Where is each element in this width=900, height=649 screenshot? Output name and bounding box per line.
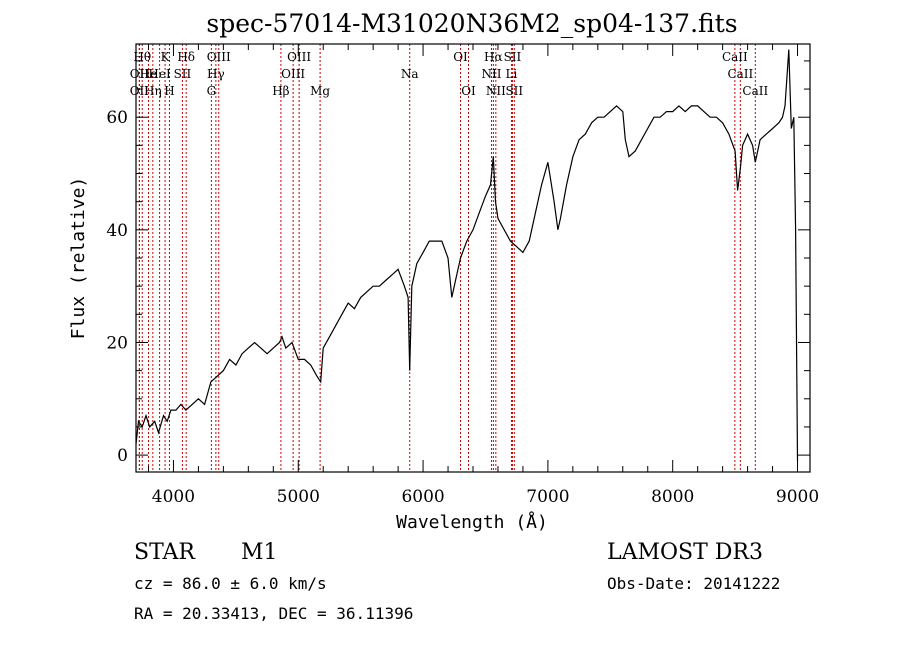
survey-name: LAMOST DR3 <box>607 540 763 565</box>
x-tick-label: 8000 <box>651 487 694 507</box>
x-tick-label: 7000 <box>526 487 569 507</box>
spectral-line-label: NII <box>481 67 501 81</box>
spectral-line-label: Mg <box>310 84 330 98</box>
spectral-line-label: Hη <box>144 84 162 98</box>
redshift-readout: cz = 86.0 ± 6.0 km/s <box>134 574 327 593</box>
chart-title: spec-57014-M31020N36M2_sp04-137.fits <box>206 9 737 38</box>
spectral-line-labels: HθOIIOIIHeHηHeIKHSIIHδGHγOIIIHβOIIIOIIIM… <box>130 50 769 98</box>
y-tick-label: 20 <box>106 333 128 353</box>
coordinates-readout: RA = 20.33413, DEC = 36.11396 <box>134 604 413 623</box>
spectral-line-label: Hβ <box>272 84 289 98</box>
spectral-line-markers <box>138 44 756 472</box>
spectral-line-label: CaII <box>722 50 748 64</box>
spectral-line-label: OIII <box>207 50 231 64</box>
spectral-line-label: SII <box>504 50 522 64</box>
spectral-line-label: NII <box>486 84 506 98</box>
spectral-line-label: CaII <box>727 67 753 81</box>
y-tick-label: 40 <box>106 221 128 241</box>
spectral-line-label: Li <box>506 67 518 81</box>
plot-frame <box>135 43 811 473</box>
spectral-line-label: OIII <box>287 50 311 64</box>
y-tick-label: 0 <box>117 446 128 466</box>
spectral-line-label: OI <box>461 84 476 98</box>
spectral-line-label: OII <box>130 67 150 81</box>
spectral-line-label: SII <box>174 67 192 81</box>
spectral-line-label: OII <box>130 84 150 98</box>
x-axis-ticks: 4000 5000 6000 7000 8000 9000 <box>147 44 819 507</box>
spectral-line-label: Hδ <box>177 50 195 64</box>
x-tick-label: 9000 <box>776 487 819 507</box>
object-subclass: M1 <box>241 540 278 565</box>
y-axis-label: Flux (relative) <box>68 177 89 340</box>
y-axis-ticks: 0 20 40 60 <box>106 60 810 466</box>
spectral-line-label: OIII <box>281 67 305 81</box>
spectral-line-label: Hα <box>484 50 503 64</box>
obs-date: Obs-Date: 20141222 <box>607 574 780 593</box>
spectral-line-label: Hγ <box>207 67 225 81</box>
spectral-line-label: HeI <box>148 67 171 81</box>
spectral-line-label: G <box>207 84 217 98</box>
spectral-line-label: CaII <box>742 84 768 98</box>
x-tick-label: 4000 <box>152 487 195 507</box>
object-class: STAR <box>134 540 196 565</box>
x-tick-label: 5000 <box>277 487 320 507</box>
spectral-line-label: Na <box>401 67 419 81</box>
y-tick-label: 60 <box>106 108 128 128</box>
flux-series-line <box>135 49 799 461</box>
spectral-line-label: H <box>164 84 174 98</box>
spectral-line-label: He <box>140 67 158 81</box>
spectral-line-label: SII <box>505 84 523 98</box>
spectral-line-label: K <box>161 50 171 64</box>
spectral-line-label: OI <box>453 50 468 64</box>
x-tick-label: 6000 <box>401 487 444 507</box>
x-axis-label: Wavelength (Å) <box>396 511 548 533</box>
